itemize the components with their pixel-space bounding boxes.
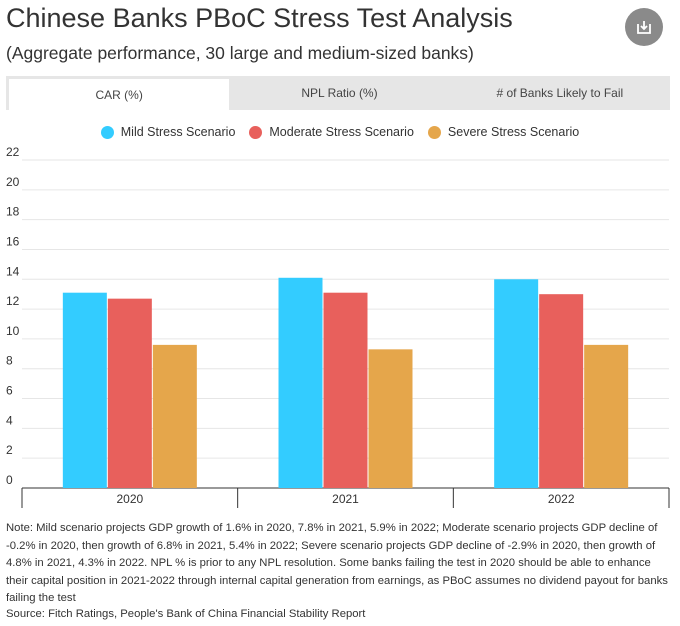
legend-label-moderate: Moderate Stress Scenario bbox=[269, 125, 414, 139]
y-tick-label: 20 bbox=[6, 175, 20, 189]
y-tick-label: 10 bbox=[6, 324, 20, 338]
bar-moderate-2021 bbox=[323, 292, 368, 488]
chart-title: Chinese Banks PBoC Stress Test Analysis bbox=[6, 3, 513, 33]
download-icon bbox=[637, 21, 651, 34]
legend-item-mild[interactable]: Mild Stress Scenario bbox=[100, 125, 236, 139]
y-tick-label: 6 bbox=[6, 384, 13, 398]
tab-banks-likely-to-fail[interactable]: # of Banks Likely to Fail bbox=[496, 86, 624, 100]
y-tick-label: 4 bbox=[6, 413, 13, 427]
x-tick-label: 2022 bbox=[548, 492, 575, 506]
chart-legend: Mild Stress Scenario Moderate Stress Sce… bbox=[0, 125, 680, 139]
y-tick-label: 2 bbox=[6, 443, 13, 457]
bar-severe-2020 bbox=[152, 344, 197, 488]
tab-bar: CAR (%) NPL Ratio (%) # of Banks Likely … bbox=[6, 76, 670, 110]
x-tick-label: 2021 bbox=[332, 492, 359, 506]
y-tick-label: 14 bbox=[6, 264, 20, 278]
legend-swatch-moderate bbox=[249, 125, 263, 139]
bar-severe-2022 bbox=[584, 344, 629, 488]
legend-label-mild: Mild Stress Scenario bbox=[120, 125, 236, 139]
tab-npl-ratio[interactable]: NPL Ratio (%) bbox=[301, 86, 378, 100]
y-tick-label: 18 bbox=[6, 205, 20, 219]
legend-label-severe: Severe Stress Scenario bbox=[447, 125, 580, 139]
source-note: Source: Fitch Ratings, People's Bank of … bbox=[6, 608, 366, 620]
bar-moderate-2020 bbox=[107, 298, 152, 488]
tab-car[interactable]: CAR (%) bbox=[6, 76, 230, 110]
bar-mild-2022 bbox=[494, 279, 539, 488]
y-tick-label: 8 bbox=[6, 354, 13, 368]
y-tick-label: 16 bbox=[6, 234, 20, 248]
y-tick-label: 0 bbox=[6, 473, 13, 487]
legend-swatch-severe bbox=[427, 125, 441, 139]
legend-swatch-mild bbox=[100, 125, 114, 139]
y-tick-label: 12 bbox=[6, 294, 20, 308]
bar-mild-2020 bbox=[62, 292, 107, 488]
bar-severe-2021 bbox=[368, 349, 413, 488]
legend-item-severe[interactable]: Severe Stress Scenario bbox=[427, 125, 580, 139]
chart-subtitle: (Aggregate performance, 30 large and med… bbox=[6, 43, 474, 63]
bar-mild-2021 bbox=[278, 277, 323, 488]
x-tick-label: 2020 bbox=[116, 492, 143, 506]
legend-item-moderate[interactable]: Moderate Stress Scenario bbox=[249, 125, 414, 139]
download-button[interactable] bbox=[625, 8, 663, 46]
footnote: Note: Mild scenario projects GDP growth … bbox=[6, 522, 668, 604]
bar-moderate-2022 bbox=[539, 294, 584, 488]
y-tick-label: 22 bbox=[6, 145, 20, 159]
